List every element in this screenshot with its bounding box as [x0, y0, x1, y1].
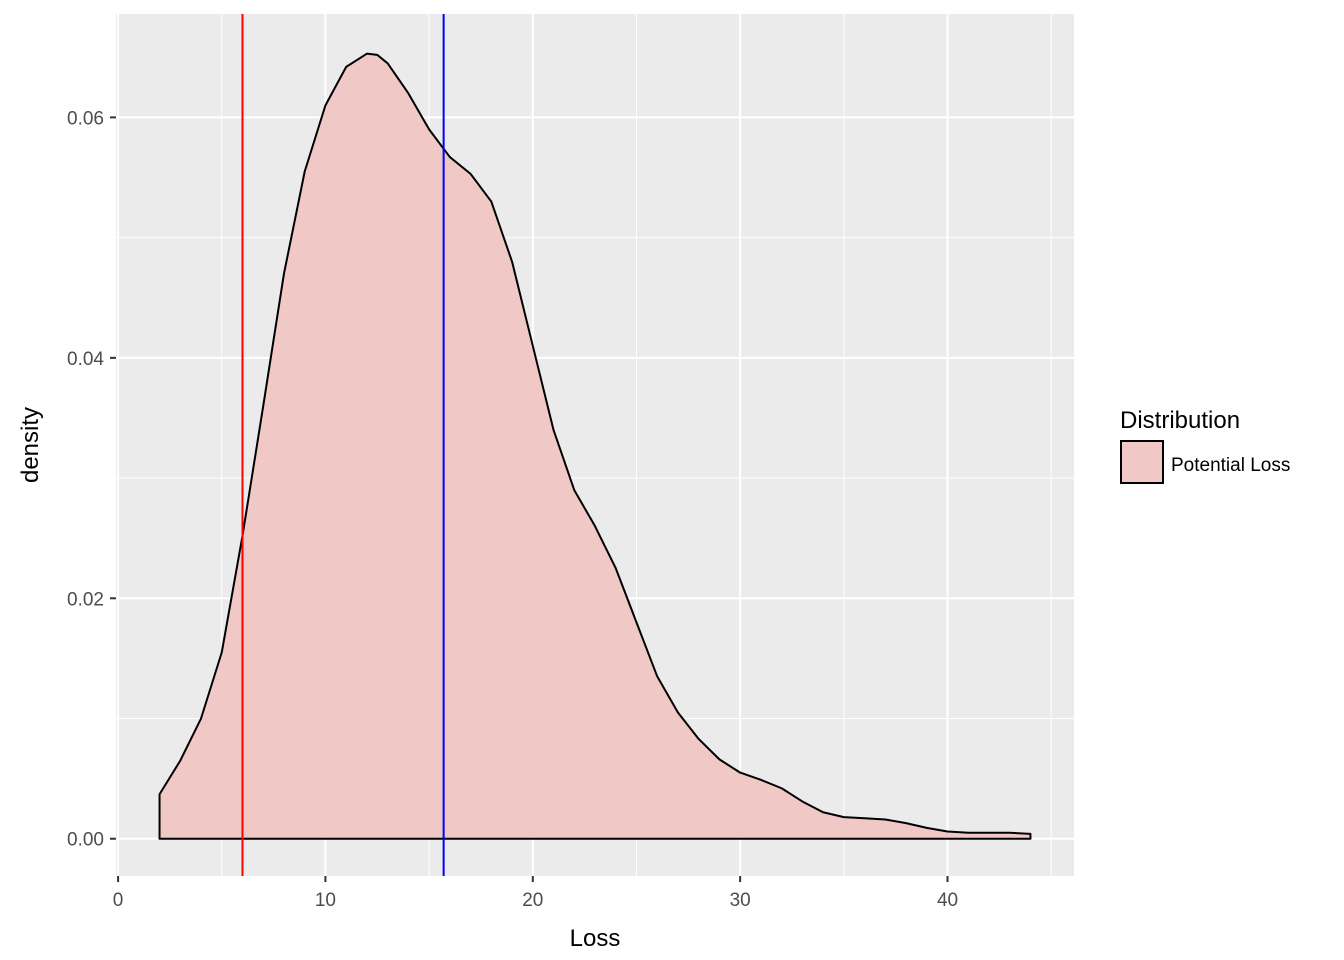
y-tick-label: 0.00	[67, 830, 104, 851]
x-tick-label: 10	[315, 890, 336, 911]
reference-lines	[241, 14, 445, 876]
y-tick-label: 0.06	[67, 108, 104, 129]
y-axis-title: density	[17, 407, 44, 483]
y-axis: 0.00 0.02 0.04 0.06	[67, 108, 116, 851]
density-area-layer	[158, 52, 1032, 840]
x-tick-label: 20	[522, 890, 543, 911]
x-tick-label: 40	[937, 890, 958, 911]
x-tick-label: 30	[730, 890, 751, 911]
y-tick-label: 0.04	[67, 349, 104, 370]
legend-label-potential-loss: Potential Loss	[1171, 455, 1290, 476]
legend-title: Distribution	[1120, 407, 1240, 434]
legend-key-potential-loss	[1120, 440, 1164, 484]
density-area-potential-loss	[158, 52, 1032, 840]
x-tick-label: 0	[113, 890, 124, 911]
legend: Distribution Potential Loss	[1120, 407, 1290, 484]
x-axis-title: Loss	[570, 925, 621, 952]
x-axis: 0 10 20 30 40	[113, 876, 958, 911]
y-tick-label: 0.02	[67, 589, 104, 610]
